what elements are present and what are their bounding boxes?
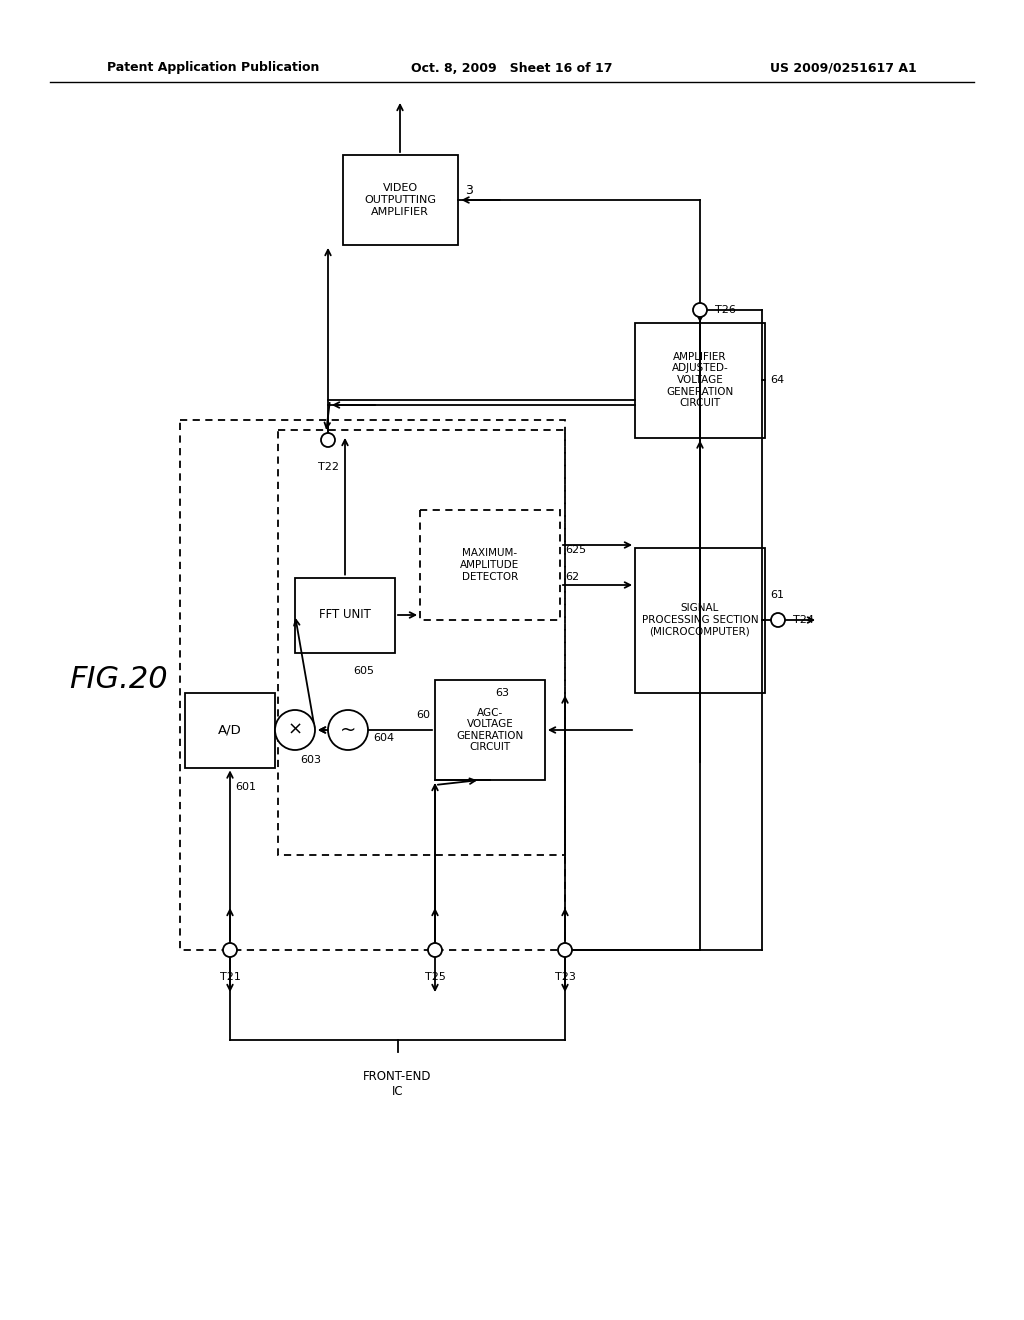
- Circle shape: [275, 710, 315, 750]
- Text: Patent Application Publication: Patent Application Publication: [106, 62, 319, 74]
- Bar: [635, 548, 765, 693]
- Text: 64: 64: [770, 375, 784, 385]
- Bar: [342, 154, 458, 246]
- Circle shape: [693, 304, 707, 317]
- Text: 61: 61: [770, 590, 784, 601]
- Text: T24: T24: [793, 615, 814, 624]
- Text: 625: 625: [565, 545, 586, 554]
- Text: 63: 63: [495, 688, 509, 698]
- Text: 3: 3: [466, 183, 473, 197]
- Text: FFT UNIT: FFT UNIT: [319, 609, 371, 622]
- Text: SIGNAL
PROCESSING SECTION
(MICROCOMPUTER): SIGNAL PROCESSING SECTION (MICROCOMPUTER…: [642, 603, 759, 636]
- Circle shape: [328, 710, 368, 750]
- Text: T22: T22: [317, 462, 339, 473]
- Bar: [420, 510, 560, 620]
- Text: T23: T23: [555, 972, 575, 982]
- Circle shape: [223, 942, 237, 957]
- Text: MAXIMUM-
AMPLITUDE
DETECTOR: MAXIMUM- AMPLITUDE DETECTOR: [461, 548, 519, 582]
- Bar: [185, 693, 275, 767]
- Text: US 2009/0251617 A1: US 2009/0251617 A1: [770, 62, 918, 74]
- Text: 603: 603: [300, 755, 321, 766]
- Text: Oct. 8, 2009   Sheet 16 of 17: Oct. 8, 2009 Sheet 16 of 17: [412, 62, 612, 74]
- Circle shape: [771, 612, 785, 627]
- Bar: [278, 430, 565, 855]
- Text: T21: T21: [219, 972, 241, 982]
- Text: ~: ~: [340, 721, 356, 739]
- Text: FRONT-END
IC: FRONT-END IC: [364, 1071, 432, 1098]
- Text: 601: 601: [234, 781, 256, 792]
- Text: ×: ×: [288, 721, 302, 739]
- Text: VIDEO
OUTPUTTING
AMPLIFIER: VIDEO OUTPUTTING AMPLIFIER: [364, 183, 436, 216]
- Text: T25: T25: [425, 972, 445, 982]
- Circle shape: [321, 433, 335, 447]
- Bar: [435, 680, 545, 780]
- Bar: [635, 322, 765, 437]
- Text: FIG.20: FIG.20: [69, 665, 167, 694]
- Text: AGC-
VOLTAGE
GENERATION
CIRCUIT: AGC- VOLTAGE GENERATION CIRCUIT: [457, 708, 523, 752]
- Text: AMPLIFIER
ADJUSTED-
VOLTAGE
GENERATION
CIRCUIT: AMPLIFIER ADJUSTED- VOLTAGE GENERATION C…: [667, 352, 733, 408]
- Text: T26: T26: [715, 305, 736, 315]
- Text: 604: 604: [373, 733, 394, 743]
- Text: 62: 62: [565, 572, 580, 582]
- Text: A/D: A/D: [218, 723, 242, 737]
- Bar: [180, 420, 565, 950]
- Circle shape: [428, 942, 442, 957]
- Bar: [295, 578, 395, 652]
- Text: 60: 60: [416, 710, 430, 719]
- Text: 605: 605: [353, 667, 374, 676]
- Circle shape: [558, 942, 572, 957]
